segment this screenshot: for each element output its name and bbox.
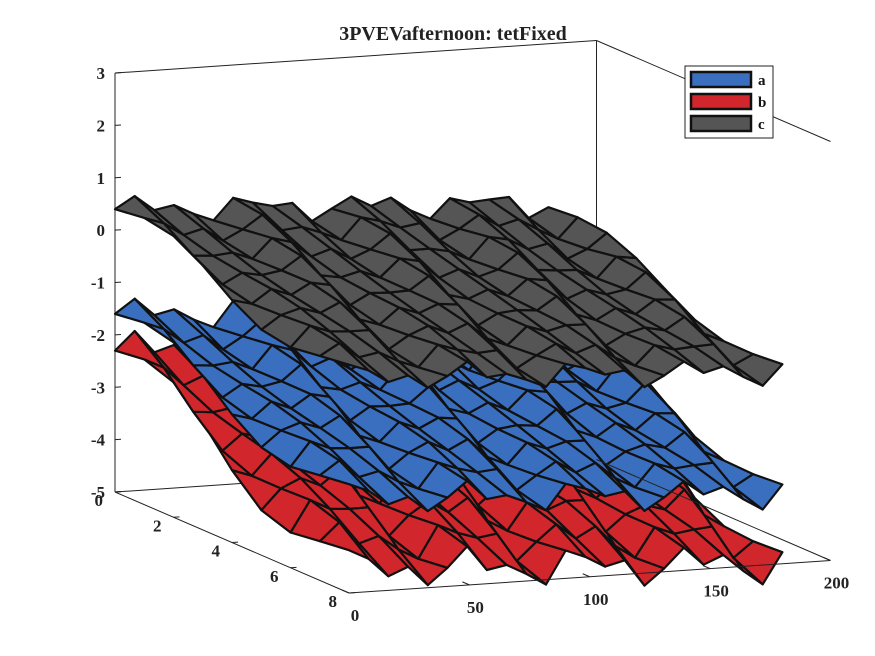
x-tick-mark: [341, 589, 350, 594]
x-tick-mark: [823, 557, 831, 561]
z-tick-label: 0: [97, 221, 106, 240]
legend-label-c: c: [758, 117, 765, 133]
front-right-bottom-edge: [596, 459, 831, 561]
surface-plot: [113, 195, 784, 587]
x-tick-label: 50: [467, 598, 484, 617]
y-tick-label: 2: [153, 516, 162, 535]
legend-swatch-a: [689, 70, 753, 89]
x-tick-mark: [582, 573, 590, 578]
x-tick-label: 100: [583, 590, 609, 609]
y-tick-label: 4: [212, 542, 221, 561]
legend-swatch-c: [689, 114, 753, 133]
z-tick-label: -5: [91, 483, 105, 502]
back-top-edge: [114, 40, 597, 74]
z-tick-label: -2: [91, 326, 105, 345]
y-tick-label: 0: [95, 491, 104, 510]
surface-c: [113, 195, 784, 389]
legend-label-b: b: [758, 95, 766, 111]
x-tick-label: 0: [351, 606, 360, 625]
chart-title: 3PVEVafternoon: tetFixed: [339, 23, 567, 45]
legend: abc: [684, 65, 774, 139]
z-tick-label: 1: [97, 169, 106, 188]
legend-swatch-b: [689, 92, 753, 111]
z-tick-label: -1: [91, 274, 105, 293]
axis-ticks: -5 -4 -3 -2 -1 0 1 2 3 0 50 100 150 200 0 2 4 6 8: [91, 64, 849, 625]
z-tick-label: 3: [97, 64, 106, 83]
x-tick-label: 200: [824, 574, 850, 593]
y-tick-label: 8: [329, 592, 338, 611]
z-tick-label: -3: [91, 378, 105, 397]
surface-patch-c: [527, 206, 579, 240]
x-tick-mark: [702, 565, 711, 570]
legend-label-a: a: [758, 73, 766, 89]
x-tick-label: 150: [703, 582, 729, 601]
z-tick-label: -4: [91, 431, 106, 450]
y-tick-label: 6: [270, 567, 279, 586]
z-tick-label: 2: [97, 116, 106, 135]
x-tick-mark: [462, 581, 470, 586]
